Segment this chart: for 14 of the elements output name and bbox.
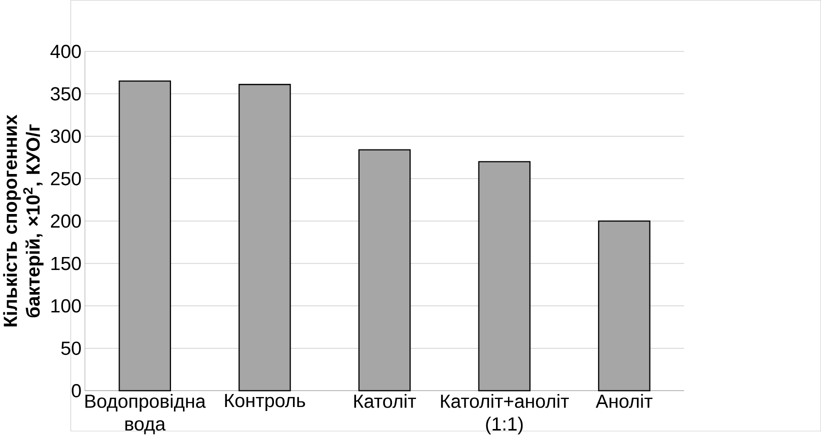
y-tick-label: 150 xyxy=(51,257,81,270)
y-tick-label: 300 xyxy=(50,130,81,144)
y-tick-label: 350 xyxy=(50,87,81,101)
x-tick-label: Аноліт xyxy=(596,394,652,408)
y-tick-label: 250 xyxy=(50,172,81,186)
y-tick-label: 50 xyxy=(61,342,81,356)
x-tick-label: Католіт xyxy=(354,394,416,408)
x-tick-label: Контроль xyxy=(225,394,306,412)
x-tick-label: Водопровідна вода xyxy=(85,394,206,434)
y-tick-label: 400 xyxy=(50,44,81,58)
y-tick-label: 200 xyxy=(50,214,81,228)
y-tick-label: 0 xyxy=(72,384,81,398)
y-tick-label: 100 xyxy=(51,299,81,313)
x-tick-label: Католіт+аноліт (1:1) xyxy=(441,394,569,435)
